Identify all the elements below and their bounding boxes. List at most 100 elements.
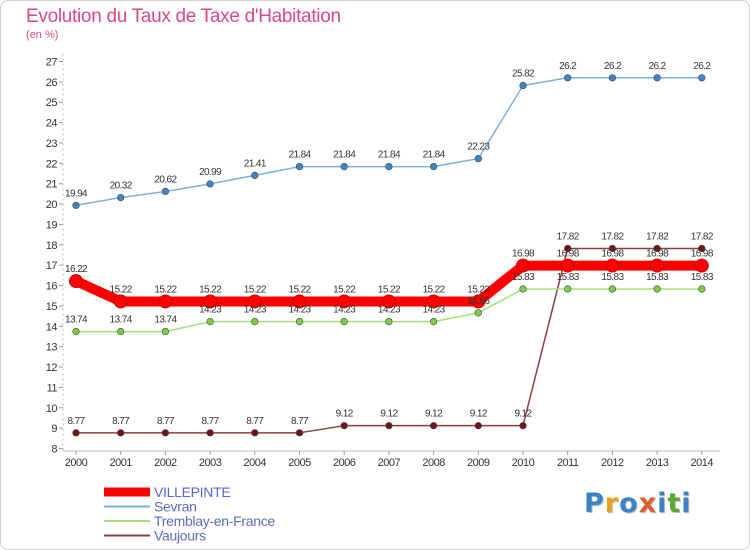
data-label: 17.82 — [557, 231, 580, 242]
data-label: 15.22 — [244, 284, 267, 295]
data-label: 21.84 — [333, 150, 356, 161]
y-tick-label: 27 — [46, 57, 58, 69]
y-tick-label: 18 — [46, 240, 58, 252]
data-point — [295, 318, 304, 326]
x-tick-label: 2009 — [467, 457, 490, 469]
data-label: 13.74 — [154, 315, 177, 326]
y-tick-label: 24 — [46, 118, 58, 130]
legend-label: VILLEPINTE — [154, 484, 230, 500]
data-label: 20.99 — [199, 167, 222, 178]
data-label: 15.83 — [557, 272, 580, 283]
logo-letter: x — [638, 488, 658, 519]
data-point — [605, 258, 620, 273]
logo-letter: i — [681, 488, 692, 519]
data-label: 8.77 — [157, 416, 175, 427]
data-point — [694, 258, 709, 273]
data-point — [564, 285, 572, 293]
data-label: 8.77 — [246, 416, 264, 427]
data-point — [474, 422, 482, 430]
x-tick-label: 2003 — [199, 457, 222, 469]
data-point — [653, 74, 661, 82]
x-tick-label: 2002 — [154, 457, 177, 469]
data-label: 15.83 — [646, 272, 669, 283]
series-markers — [69, 74, 709, 437]
data-point — [251, 429, 259, 437]
data-label: 15.22 — [378, 284, 401, 295]
data-point — [340, 422, 348, 430]
data-point — [608, 244, 617, 253]
x-tick-label: 2010 — [512, 457, 535, 469]
y-tick-label: 14 — [46, 321, 58, 333]
data-point — [117, 429, 125, 437]
data-label: 16.98 — [601, 249, 624, 260]
data-point — [385, 422, 393, 430]
data-point — [698, 74, 706, 82]
x-tick-label: 2007 — [378, 457, 401, 469]
series-line-sevran — [75, 77, 703, 207]
y-tick-label: 17 — [46, 260, 58, 272]
data-point — [385, 318, 393, 326]
data-point — [698, 244, 706, 253]
data-label: 21.41 — [244, 158, 267, 169]
data-point — [161, 187, 169, 196]
data-point — [72, 327, 80, 336]
y-tick-label: 12 — [46, 362, 58, 374]
y-tick-label: 21 — [46, 179, 58, 191]
data-point — [519, 422, 527, 430]
data-point — [158, 294, 173, 309]
data-label: 20.62 — [154, 174, 177, 185]
data-label: 15.22 — [199, 284, 222, 295]
legend-label: Vaujours — [154, 528, 206, 544]
data-label: 16.22 — [65, 264, 88, 275]
y-tick-label: 26 — [46, 77, 58, 89]
data-point — [69, 274, 83, 289]
logo-letter: t — [667, 488, 682, 519]
data-point — [430, 163, 438, 171]
data-point — [516, 258, 530, 273]
data-label: 8.77 — [291, 416, 309, 427]
data-label: 20.32 — [110, 181, 133, 192]
data-point — [72, 201, 80, 209]
data-label: 17.82 — [691, 231, 714, 242]
data-label: 21.84 — [423, 150, 446, 161]
data-label: 15.22 — [288, 284, 311, 295]
x-tick-label: 2006 — [333, 457, 356, 469]
data-label: 15.83 — [691, 272, 714, 283]
data-label: 16.98 — [557, 249, 580, 260]
data-point — [519, 285, 527, 293]
data-label: 9.12 — [425, 409, 443, 420]
data-point — [340, 163, 348, 171]
legend-label: Sevran — [154, 499, 197, 515]
logo-letter: r — [604, 488, 620, 519]
y-tick-label: 22 — [46, 158, 58, 170]
data-point — [564, 244, 572, 253]
data-label: 15.83 — [601, 272, 624, 283]
y-tick-label: 16 — [46, 281, 58, 293]
chart-unit: (en %) — [26, 29, 59, 41]
data-label: 9.12 — [336, 409, 354, 420]
y-tick-label: 13 — [46, 342, 58, 354]
data-label: 26.2 — [604, 61, 622, 72]
data-point — [474, 309, 482, 317]
data-label: 15.22 — [467, 284, 490, 295]
data-point — [430, 422, 438, 430]
y-tick-label: 20 — [46, 199, 58, 211]
data-label: 8.77 — [112, 416, 130, 427]
data-label: 25.82 — [512, 69, 535, 80]
proxiti-logo: Proxiti — [584, 488, 692, 519]
data-point — [206, 318, 214, 326]
x-tick-label: 2013 — [646, 457, 669, 469]
data-point — [161, 429, 169, 437]
data-label: 8.77 — [67, 416, 85, 427]
data-point — [251, 318, 259, 326]
x-tick-label: 2000 — [65, 457, 88, 469]
data-label: 15.22 — [423, 284, 446, 295]
data-point — [292, 294, 307, 309]
y-tick-label: 15 — [46, 301, 58, 313]
data-label: 14.23 — [333, 305, 356, 316]
data-point — [381, 294, 396, 309]
legend-label: Tremblay-en-France — [154, 513, 275, 529]
data-point — [117, 193, 125, 202]
data-point — [113, 294, 128, 309]
data-label: 21.84 — [288, 150, 311, 161]
